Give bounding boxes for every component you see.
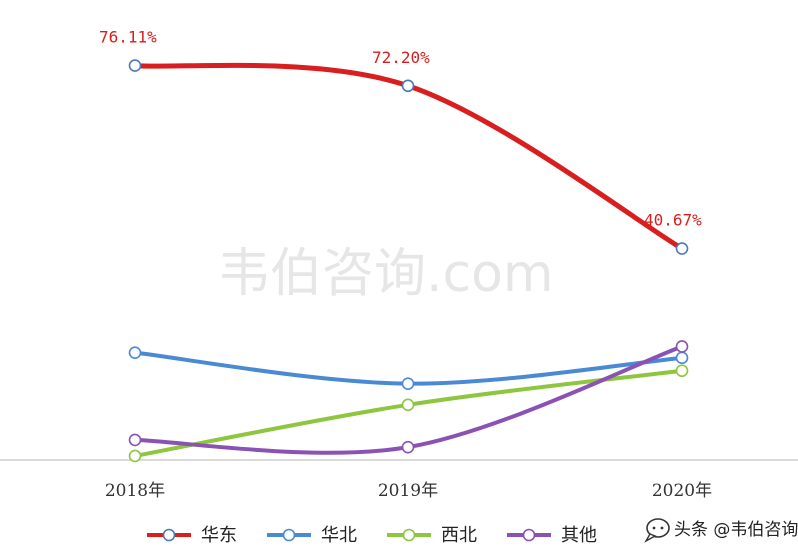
data-label: 76.11% <box>99 28 157 47</box>
watermark: 韦伯咨询.com <box>218 244 554 304</box>
series-1: 76.11% 72.20% 40.67% <box>99 28 702 255</box>
data-point <box>401 79 415 93</box>
series-4 <box>128 340 689 455</box>
series-line <box>132 62 685 252</box>
legend-item: 华北 <box>267 525 357 546</box>
legend-label: 华北 <box>321 525 357 546</box>
x-tick-label: 2018年 <box>105 481 165 501</box>
legend-label: 西北 <box>441 525 477 546</box>
legend-label: 其他 <box>561 525 597 546</box>
data-point <box>401 377 415 390</box>
legend-item: 西北 <box>387 525 477 546</box>
legend-marker <box>402 528 416 542</box>
data-point <box>401 398 415 412</box>
legend-item: 其他 <box>507 525 597 546</box>
legend: 华东 华北 西北 其他 <box>147 525 597 546</box>
legend-item: 华东 <box>147 525 237 546</box>
brand-text: 头条 @韦伯咨询 <box>674 520 798 540</box>
legend-marker <box>522 528 536 542</box>
data-label: 72.20% <box>372 48 430 67</box>
series-3 <box>128 364 689 463</box>
brand-badge: 头条 @韦伯咨询 <box>644 518 798 543</box>
x-axis-ticks: 2018年 2019年 2020年 <box>105 481 712 501</box>
x-tick-label: 2019年 <box>378 481 438 501</box>
data-point <box>128 433 142 447</box>
data-point <box>675 351 689 365</box>
data-point <box>401 440 415 454</box>
chat-bubble-icon <box>644 518 670 543</box>
data-point <box>675 242 689 255</box>
data-point <box>128 59 142 72</box>
data-point <box>128 346 142 359</box>
data-point <box>675 340 689 353</box>
series-2 <box>128 346 689 390</box>
legend-marker <box>282 528 296 542</box>
x-tick-label: 2020年 <box>652 481 712 501</box>
legend-label: 华东 <box>201 525 237 546</box>
data-point <box>128 449 142 463</box>
series-layer: 76.11% 72.20% 40.67% <box>99 28 702 463</box>
data-label: 40.67% <box>644 211 702 230</box>
legend-marker <box>162 528 176 542</box>
data-point <box>675 364 689 378</box>
